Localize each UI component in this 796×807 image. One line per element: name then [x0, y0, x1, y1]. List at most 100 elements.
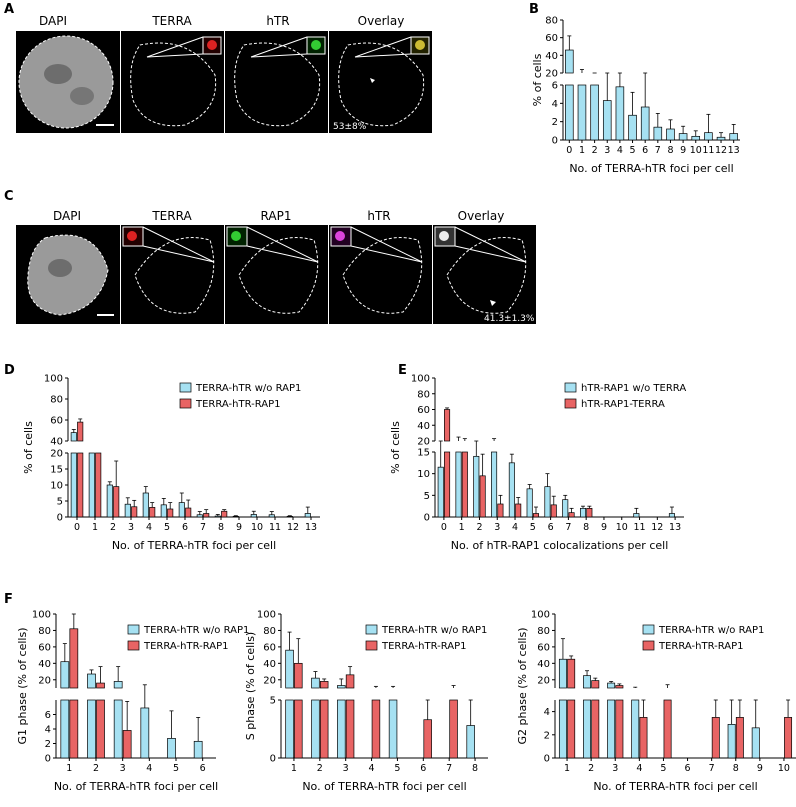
bar [345, 699, 355, 759]
y-tick-label: 2 [45, 739, 51, 750]
bar [221, 510, 228, 518]
x-tick-label: 5 [630, 145, 636, 156]
x-tick-label: 4 [617, 145, 623, 156]
y-tick-label: 4 [45, 725, 51, 736]
legend-label: TERRA-hTR-RAP1 [381, 641, 467, 652]
y-tick-label: 6 [552, 81, 558, 92]
x-tick-label: 1 [291, 763, 297, 774]
dapi-outline [18, 35, 114, 129]
legend-label: TERRA-hTR-RAP1 [195, 399, 281, 410]
y-tick-label: 100 [411, 374, 430, 385]
y-tick-label: 0 [57, 513, 63, 524]
y-tick-label: 60 [50, 416, 63, 427]
x-tick-label: 13 [669, 522, 681, 533]
bar [491, 451, 498, 518]
bar [131, 506, 138, 518]
bar [232, 516, 239, 518]
x-tick-label: 4 [636, 763, 642, 774]
y-tick-label: 80 [417, 389, 430, 400]
bar [544, 486, 551, 518]
inset-line [142, 245, 215, 263]
terra-inset-spot [207, 40, 217, 50]
legend-label: TERRA-hTR w/o RAP1 [143, 625, 249, 636]
bar [319, 699, 329, 759]
panel-letter-e: E [398, 363, 407, 378]
x-tick-label: 8 [583, 522, 589, 533]
y-axis-label: G2 phase (% of cells) [516, 628, 529, 745]
y-tick-label: 80 [38, 626, 51, 637]
x-tick-label: 9 [236, 522, 242, 533]
terra-inset-spot [127, 231, 137, 241]
bar [371, 699, 381, 759]
y-tick-label: 100 [257, 610, 276, 621]
bar-upper-segment [345, 674, 355, 689]
legend-swatch [365, 640, 378, 651]
x-tick-label: 5 [394, 763, 400, 774]
inset-line [350, 245, 423, 263]
y-tick-label: 80 [50, 395, 63, 406]
bar [113, 486, 120, 518]
bar [729, 133, 738, 141]
x-tick-label: 9 [680, 145, 686, 156]
y-tick-label: 0 [270, 754, 276, 765]
x-tick-label: 1 [579, 145, 585, 156]
x-tick-label: 3 [343, 763, 349, 774]
bar [167, 738, 176, 759]
y-axis-label: G1 phase (% of cells) [16, 628, 29, 745]
y-tick-label: 20 [417, 437, 430, 448]
x-tick-label: 6 [642, 145, 648, 156]
x-tick-label: 0 [441, 522, 447, 533]
y-tick-label: 10 [417, 469, 430, 480]
bar-upper-segment [294, 662, 303, 689]
x-axis-label: No. of TERRA-hTR foci per cell [112, 539, 276, 552]
x-tick-label: 9 [601, 522, 607, 533]
bar [388, 699, 398, 759]
legend-label: TERRA-hTR w/o RAP1 [658, 625, 764, 636]
y-tick-label: 40 [545, 51, 558, 62]
bar [178, 502, 185, 518]
inset-line [246, 226, 319, 263]
legend-swatch [127, 624, 140, 635]
legend-label: TERRA-hTR-RAP1 [658, 641, 744, 652]
x-axis-label: No. of TERRA-hTR foci per cell [569, 162, 733, 175]
bar [140, 707, 150, 759]
x-tick-label: 0 [74, 522, 80, 533]
bar [122, 730, 132, 759]
bar [639, 717, 648, 759]
dapi-texture [48, 259, 72, 277]
bar-upper-segment [113, 681, 123, 689]
inset-line [454, 245, 527, 263]
x-tick-label: 7 [709, 763, 715, 774]
inset-line [454, 226, 527, 263]
x-tick-label: 11 [269, 522, 281, 533]
x-tick-label: 5 [530, 522, 536, 533]
y-tick-label: 4 [544, 707, 550, 718]
panel-c-percent: 41.3±1.3% [484, 314, 535, 324]
bar [640, 106, 650, 141]
y-tick-label: 10 [50, 481, 63, 492]
x-tick-label: 13 [728, 145, 740, 156]
bar [77, 452, 84, 518]
bar [311, 699, 320, 759]
terra-outline [134, 237, 215, 314]
overlay-inset-spot [439, 231, 449, 241]
bar [196, 514, 203, 518]
x-tick-label: 3 [128, 522, 134, 533]
y-tick-label: 60 [263, 642, 276, 653]
bar [590, 84, 599, 141]
y-axis-label: % of cells [531, 53, 544, 106]
x-tick-label: 2 [476, 522, 482, 533]
y-tick-label: 40 [38, 659, 51, 670]
bar [461, 451, 468, 518]
bar-upper-segment [565, 49, 574, 74]
bar-upper-segment [77, 421, 84, 442]
inset-line [354, 36, 412, 58]
x-tick-label: 2 [93, 763, 99, 774]
y-tick-label: 0 [45, 754, 51, 765]
bar [615, 699, 624, 759]
y-tick-label: 20 [50, 449, 63, 460]
bar [602, 100, 612, 141]
bar [250, 514, 257, 518]
bar [577, 84, 587, 141]
y-tick-label: 0 [552, 136, 558, 147]
